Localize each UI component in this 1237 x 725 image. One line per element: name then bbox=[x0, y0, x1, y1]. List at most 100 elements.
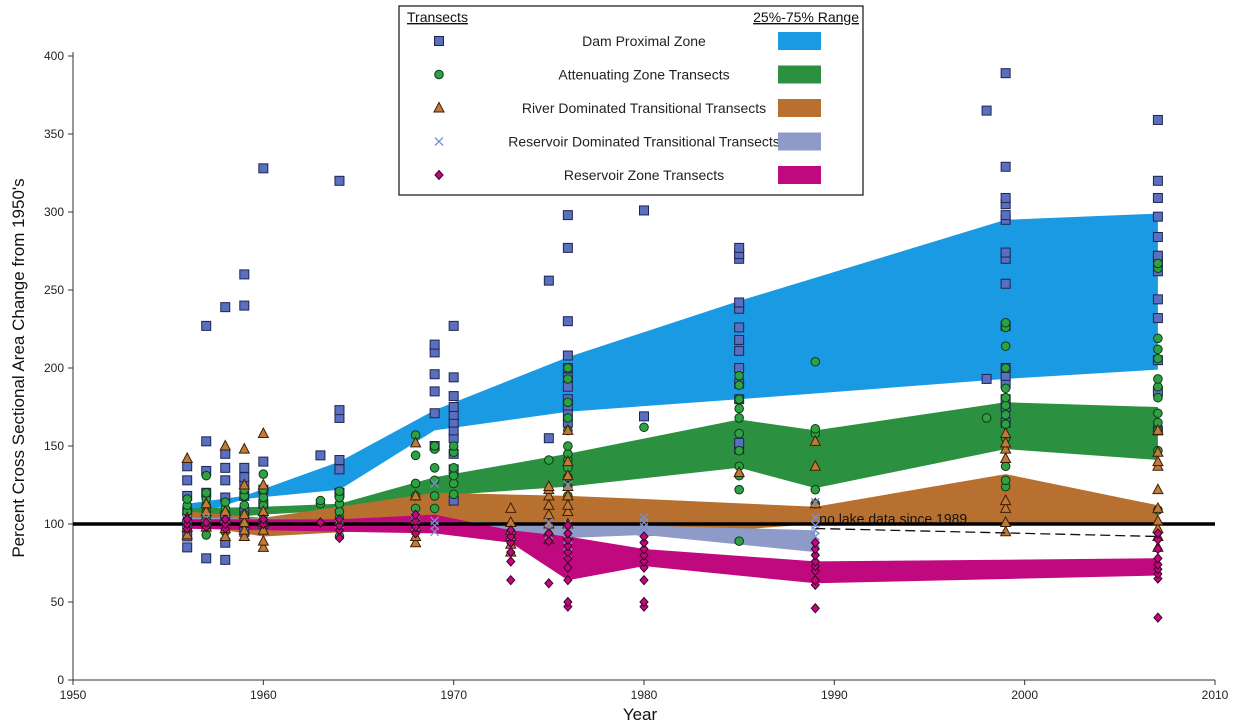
data-point bbox=[733, 465, 745, 478]
data-point bbox=[981, 413, 992, 423]
data-point bbox=[1153, 333, 1163, 344]
data-point bbox=[1152, 445, 1164, 457]
data-point bbox=[1153, 553, 1163, 564]
data-point bbox=[410, 450, 421, 461]
data-point bbox=[334, 532, 345, 544]
data-point bbox=[410, 515, 421, 527]
y-tick-label: 250 bbox=[44, 283, 64, 297]
data-point bbox=[1153, 392, 1163, 403]
data-point bbox=[1000, 475, 1011, 486]
x-tick-label: 1990 bbox=[821, 688, 848, 702]
data-point bbox=[734, 345, 745, 356]
data-point bbox=[448, 391, 459, 402]
data-point bbox=[639, 422, 649, 433]
data-point bbox=[182, 542, 193, 553]
legend-swatch bbox=[778, 99, 821, 117]
data-point bbox=[239, 462, 250, 473]
data-point bbox=[1152, 423, 1164, 435]
data-point bbox=[1153, 612, 1163, 623]
data-point bbox=[1152, 514, 1164, 526]
data-point bbox=[1153, 374, 1163, 384]
data-point bbox=[334, 514, 345, 525]
data-point bbox=[238, 523, 251, 535]
data-point bbox=[810, 537, 820, 548]
data-point bbox=[334, 175, 345, 186]
y-tick-label: 50 bbox=[51, 595, 65, 609]
data-point bbox=[1152, 455, 1164, 467]
legend-marker bbox=[434, 36, 444, 46]
data-point bbox=[1000, 210, 1011, 221]
data-point bbox=[201, 436, 212, 447]
data-point bbox=[999, 515, 1012, 527]
data-point bbox=[257, 534, 270, 546]
data-point bbox=[448, 463, 459, 473]
legend-marker bbox=[433, 101, 445, 113]
data-point bbox=[563, 520, 573, 531]
data-point bbox=[258, 163, 269, 174]
legend-swatch bbox=[778, 166, 821, 184]
data-point bbox=[429, 491, 440, 501]
data-point bbox=[639, 596, 649, 608]
annotation-text: no lake data since 1989 bbox=[819, 510, 967, 526]
data-point bbox=[410, 528, 421, 539]
legend-marker bbox=[434, 169, 444, 181]
legend-swatch bbox=[778, 132, 821, 151]
y-tick-label: 150 bbox=[44, 439, 64, 453]
legend-label: Attenuating Zone Transects bbox=[558, 67, 729, 83]
data-point bbox=[543, 479, 555, 492]
data-point bbox=[334, 520, 345, 531]
data-point bbox=[1000, 410, 1011, 420]
data-point bbox=[981, 105, 992, 116]
data-point bbox=[334, 464, 345, 475]
legend-label: River Dominated Transitional Transects bbox=[522, 100, 766, 116]
range-bands bbox=[187, 213, 1158, 584]
legend-item-river-dominated-transitional-transects: River Dominated Transitional Transects bbox=[433, 99, 821, 117]
data-point bbox=[1000, 392, 1011, 403]
legend: Transects 25%-75% Range Dam Proximal Zone A… bbox=[398, 5, 864, 196]
data-point bbox=[999, 442, 1012, 454]
legend-item-dam-proximal-zone: Dam Proximal Zone bbox=[434, 32, 821, 50]
data-point bbox=[563, 363, 573, 373]
data-point bbox=[563, 596, 573, 608]
data-point bbox=[734, 484, 744, 495]
data-point bbox=[562, 316, 573, 327]
data-point bbox=[334, 486, 345, 497]
x-tick-label: 2000 bbox=[1011, 688, 1038, 702]
data-point bbox=[999, 451, 1012, 463]
data-point bbox=[429, 441, 440, 451]
data-point bbox=[448, 372, 459, 383]
data-point bbox=[200, 504, 213, 517]
data-point bbox=[810, 602, 820, 614]
data-point bbox=[1153, 258, 1163, 269]
data-point bbox=[734, 380, 744, 390]
data-point bbox=[639, 537, 649, 548]
data-point bbox=[258, 514, 269, 525]
data-point bbox=[257, 478, 270, 490]
data-point bbox=[809, 434, 822, 446]
data-point bbox=[201, 517, 211, 528]
data-point bbox=[562, 350, 573, 361]
data-point bbox=[810, 497, 820, 507]
data-point bbox=[448, 320, 459, 331]
data-point bbox=[999, 494, 1012, 506]
y-tick-label: 0 bbox=[57, 673, 64, 687]
data-point bbox=[981, 373, 992, 384]
legend-marker bbox=[434, 69, 444, 80]
data-point bbox=[258, 456, 269, 467]
data-point bbox=[201, 553, 212, 564]
data-point bbox=[429, 503, 440, 514]
data-point bbox=[1000, 247, 1011, 258]
legend-item-reservoir-dominated-transitional-transects: Reservoir Dominated Transitional Transec… bbox=[434, 132, 821, 151]
data-point bbox=[220, 462, 231, 473]
data-point bbox=[810, 543, 820, 555]
data-point bbox=[544, 578, 554, 589]
data-point bbox=[563, 540, 573, 552]
data-point bbox=[182, 475, 193, 486]
data-point bbox=[639, 411, 649, 422]
data-point bbox=[562, 210, 573, 221]
data-point bbox=[448, 402, 459, 412]
x-tick-label: 2010 bbox=[1202, 688, 1229, 702]
data-point bbox=[410, 509, 421, 520]
data-point bbox=[639, 205, 649, 216]
band-attenuating-zone-transects bbox=[187, 402, 1158, 521]
